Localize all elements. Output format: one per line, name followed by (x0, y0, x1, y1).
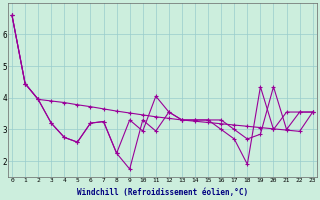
X-axis label: Windchill (Refroidissement éolien,°C): Windchill (Refroidissement éolien,°C) (77, 188, 248, 197)
